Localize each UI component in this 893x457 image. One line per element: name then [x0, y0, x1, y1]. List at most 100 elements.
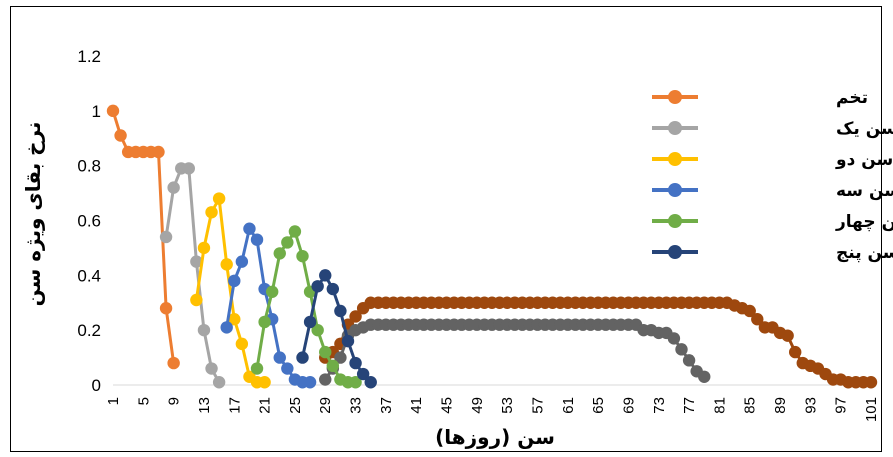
data-point	[303, 376, 317, 389]
x-tick-label: 41	[408, 397, 425, 414]
x-tick-label: 89	[772, 397, 789, 414]
data-point	[265, 285, 279, 298]
data-point	[326, 359, 340, 373]
y-tick-label: 0.6	[77, 212, 101, 231]
data-point	[281, 236, 294, 249]
x-tick-label: 9	[166, 397, 183, 405]
data-point	[167, 356, 180, 370]
legend-entry: پوره سن پنج	[652, 243, 893, 263]
x-tick-label: 49	[469, 397, 486, 414]
legend-label: پوره سن پنج	[836, 243, 893, 263]
data-point	[319, 345, 332, 359]
y-tick-label: 0.8	[77, 157, 101, 176]
x-tick-label: 73	[651, 397, 668, 414]
series-1	[159, 162, 226, 389]
data-point	[864, 376, 878, 389]
series-4	[250, 225, 362, 389]
data-point	[349, 376, 362, 389]
x-tick-label: 33	[348, 397, 365, 414]
data-point	[364, 376, 377, 389]
legend-swatch-marker	[668, 245, 682, 259]
legend-swatch-marker	[668, 214, 682, 228]
x-tick-label: 81	[711, 397, 728, 414]
series-line	[324, 301, 871, 384]
legend-entry: پوره سن چهار	[652, 212, 893, 232]
legend-label: تخم	[836, 88, 868, 108]
series-line	[301, 273, 372, 384]
data-point	[250, 233, 264, 246]
data-point	[220, 321, 233, 334]
data-point	[781, 329, 794, 342]
y-tick-label: 1	[92, 102, 101, 121]
data-point	[212, 192, 226, 205]
data-point	[190, 293, 203, 307]
data-point	[159, 302, 173, 315]
data-point	[349, 356, 362, 370]
data-point	[243, 222, 256, 235]
x-tick-label: 69	[620, 397, 637, 414]
data-point	[220, 258, 233, 271]
x-tick-label: 25	[287, 397, 304, 414]
data-point	[197, 323, 211, 337]
x-tick-label: 29	[317, 397, 334, 414]
data-point	[273, 247, 286, 260]
series-line	[164, 166, 221, 384]
x-tick-label: 17	[226, 397, 243, 414]
data-point	[159, 230, 173, 244]
series-6	[319, 296, 878, 389]
data-point	[789, 345, 802, 359]
data-point	[296, 249, 309, 263]
data-point	[682, 354, 696, 367]
legend-label: پوره سن چهار	[835, 212, 893, 232]
x-tick-label: 97	[833, 397, 850, 414]
data-point	[667, 332, 681, 345]
x-axis-ticks: 1 5 9 13 17 21 25 29 33 37 41 45 49 53 57 61 65 69 73 77 81 8…	[105, 397, 880, 422]
data-point	[675, 343, 688, 356]
legend-entry: تخم	[652, 88, 868, 108]
x-tick-label: 101	[863, 397, 880, 422]
legend-entry: پوره سن یک	[652, 119, 893, 139]
data-point	[311, 280, 324, 293]
legend: تخم پوره سن یک پوره سن دو پوره سن سه پوره سن…	[652, 88, 893, 263]
data-point	[326, 282, 340, 296]
data-point	[228, 313, 241, 326]
x-tick-label: 37	[378, 397, 395, 414]
data-point	[751, 313, 764, 326]
data-point	[182, 162, 195, 175]
x-tick-label: 77	[681, 397, 698, 414]
data-point	[235, 255, 249, 268]
data-point	[356, 367, 370, 381]
data-point	[303, 315, 317, 329]
series-layer	[106, 104, 878, 389]
data-point	[319, 269, 332, 282]
data-point	[205, 206, 218, 219]
y-tick-label: 0	[92, 376, 101, 395]
data-point	[311, 323, 324, 337]
data-point	[341, 334, 355, 348]
data-point	[228, 274, 241, 288]
legend-swatch-marker	[668, 90, 682, 104]
data-point	[288, 225, 302, 238]
data-point	[296, 351, 309, 364]
x-tick-label: 21	[257, 397, 274, 414]
x-tick-label: 45	[439, 397, 456, 414]
data-point	[152, 145, 165, 159]
legend-swatch-marker	[668, 152, 682, 166]
y-tick-label: 0.4	[77, 266, 101, 285]
x-tick-label: 65	[590, 397, 607, 414]
series-0	[106, 104, 180, 370]
data-point	[197, 241, 211, 255]
legend-label: پوره سن یک	[836, 119, 893, 139]
y-axis-ticks: 0 0.2 0.4 0.6 0.8 1 1.2	[77, 47, 101, 395]
data-point	[106, 104, 120, 118]
data-point	[281, 362, 294, 375]
x-tick-label: 53	[499, 397, 516, 414]
data-point	[167, 181, 180, 194]
x-tick-label: 85	[742, 397, 759, 414]
legend-entry: پوره سن سه	[652, 181, 893, 201]
x-tick-label: 57	[529, 397, 546, 414]
data-point	[258, 315, 271, 329]
data-point	[235, 337, 249, 351]
data-point	[698, 370, 711, 383]
